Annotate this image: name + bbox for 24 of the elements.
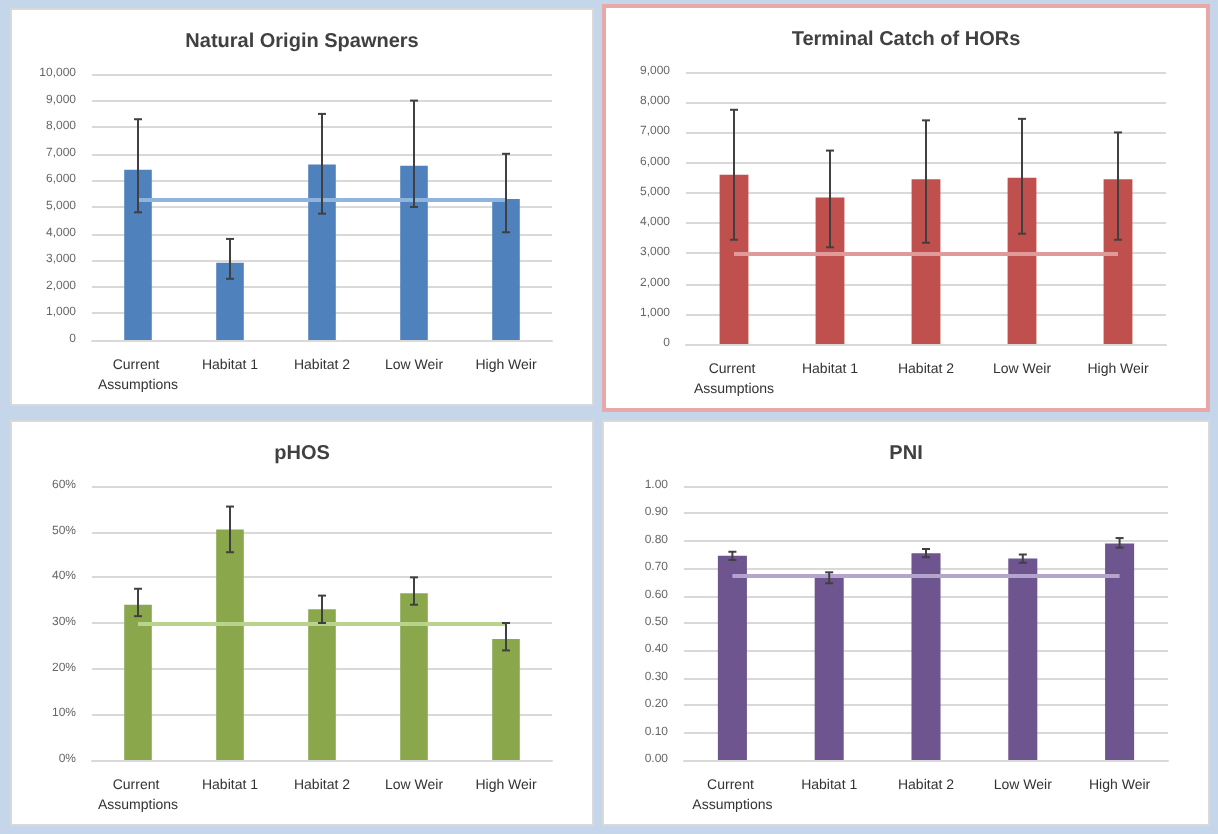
bar: [1105, 543, 1135, 760]
bar: [911, 553, 941, 760]
bar: [814, 577, 844, 760]
bar: [492, 638, 520, 760]
bar: [815, 197, 845, 344]
bar: [492, 199, 520, 340]
chart-title: Terminal Catch of HORs: [791, 29, 1022, 51]
bar: [216, 529, 244, 760]
chart-title: Natural Origin Spawners: [185, 31, 420, 53]
bar: [1008, 558, 1038, 760]
bar: [308, 164, 336, 340]
chart-title: pHOS: [274, 443, 331, 465]
bar: [308, 609, 336, 760]
bar: [124, 169, 152, 340]
bar: [1007, 177, 1037, 344]
chart-title: PNI: [889, 443, 924, 465]
bar: [400, 593, 428, 760]
bar: [400, 165, 428, 340]
bar: [719, 174, 749, 344]
bar: [717, 555, 747, 760]
bar: [911, 179, 941, 344]
bar: [1103, 179, 1133, 344]
bar: [124, 604, 152, 760]
bar: [216, 262, 244, 340]
